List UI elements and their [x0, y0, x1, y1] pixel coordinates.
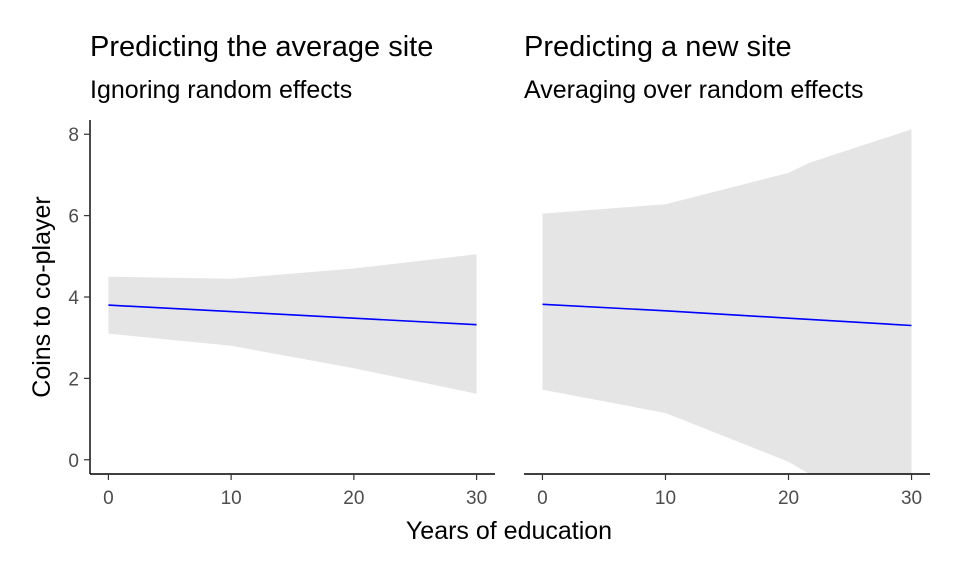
panel-average-site: Predicting the average site Ignoring ran… [68, 31, 495, 509]
x-tick-label: 20 [343, 488, 364, 509]
axis-layer: 0 10 20 30 [524, 473, 930, 509]
y-tick-label: 8 [68, 125, 79, 146]
prediction-line-layer [108, 304, 477, 326]
panel-title: Predicting the average site [90, 31, 433, 63]
x-tick-label: 0 [537, 488, 548, 509]
prediction-line-layer [542, 303, 912, 327]
y-axis-title: Coins to co-player [28, 196, 56, 397]
x-tick-label: 10 [655, 488, 676, 509]
panel-new-site: Predicting a new site Averaging over ran… [524, 31, 930, 509]
panel-subtitle: Averaging over random effects [524, 76, 864, 104]
y-tick-label: 4 [68, 288, 79, 309]
x-tick-label: 20 [778, 488, 799, 509]
confidence-ribbon-layer [542, 129, 912, 474]
x-axis-title: Years of education [406, 517, 612, 545]
prediction-line [542, 303, 912, 327]
x-tick-label: 0 [103, 488, 114, 509]
y-tick-label: 6 [68, 207, 79, 228]
prediction-line [108, 304, 477, 326]
x-tick-label: 30 [901, 488, 922, 509]
panel-subtitle: Ignoring random effects [90, 76, 352, 104]
panel-title: Predicting a new site [524, 31, 792, 63]
x-tick-label: 30 [466, 488, 487, 509]
confidence-ribbon [108, 254, 477, 394]
confidence-ribbon-layer [108, 254, 477, 394]
axis-layer: 0 10 20 30 0 2 4 6 8 [68, 120, 495, 509]
x-tick-label: 10 [221, 488, 242, 509]
y-tick-label: 0 [68, 451, 79, 472]
y-tick-label: 2 [68, 369, 79, 390]
confidence-ribbon [542, 129, 912, 474]
